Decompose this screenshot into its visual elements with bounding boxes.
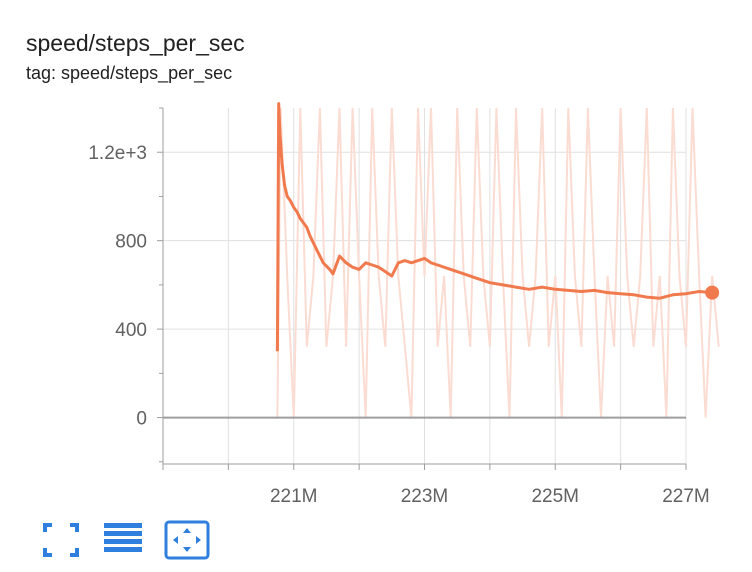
- fullscreen-button[interactable]: [40, 520, 82, 560]
- last-value-point[interactable]: [705, 285, 720, 300]
- x-tick-label: 225M: [531, 486, 579, 507]
- y-tick-label: 1.2e+3: [88, 143, 147, 164]
- chart-title: speed/steps_per_sec: [26, 30, 245, 56]
- y-tick-label: 0: [136, 409, 147, 430]
- x-tick-label: 221M: [270, 486, 318, 507]
- fit-domain-button[interactable]: [164, 520, 210, 560]
- raw-series-line: [276, 107, 720, 418]
- raw-series-layer: [276, 107, 720, 418]
- smoothed-series-line: [275, 102, 713, 352]
- chart-tag-subtitle: tag: speed/steps_per_sec: [26, 63, 233, 83]
- y-tick-label: 400: [115, 320, 147, 341]
- fullscreen-icon: [43, 523, 79, 557]
- chart-svg[interactable]: 0 400 800 1.2e+3 221M 223M 225M 227M: [0, 0, 752, 510]
- toggle-log-scale-icon: [104, 523, 142, 552]
- toggle-log-scale-button[interactable]: [102, 520, 144, 560]
- y-tick-label: 800: [115, 232, 147, 253]
- x-tick-label: 223M: [401, 486, 449, 507]
- smoothed-series-layer: [275, 102, 720, 352]
- axis-layer: 0 400 800 1.2e+3 221M 223M 225M 227M: [88, 107, 710, 507]
- fit-domain-icon: [164, 520, 210, 560]
- x-tick-label: 227M: [662, 486, 710, 507]
